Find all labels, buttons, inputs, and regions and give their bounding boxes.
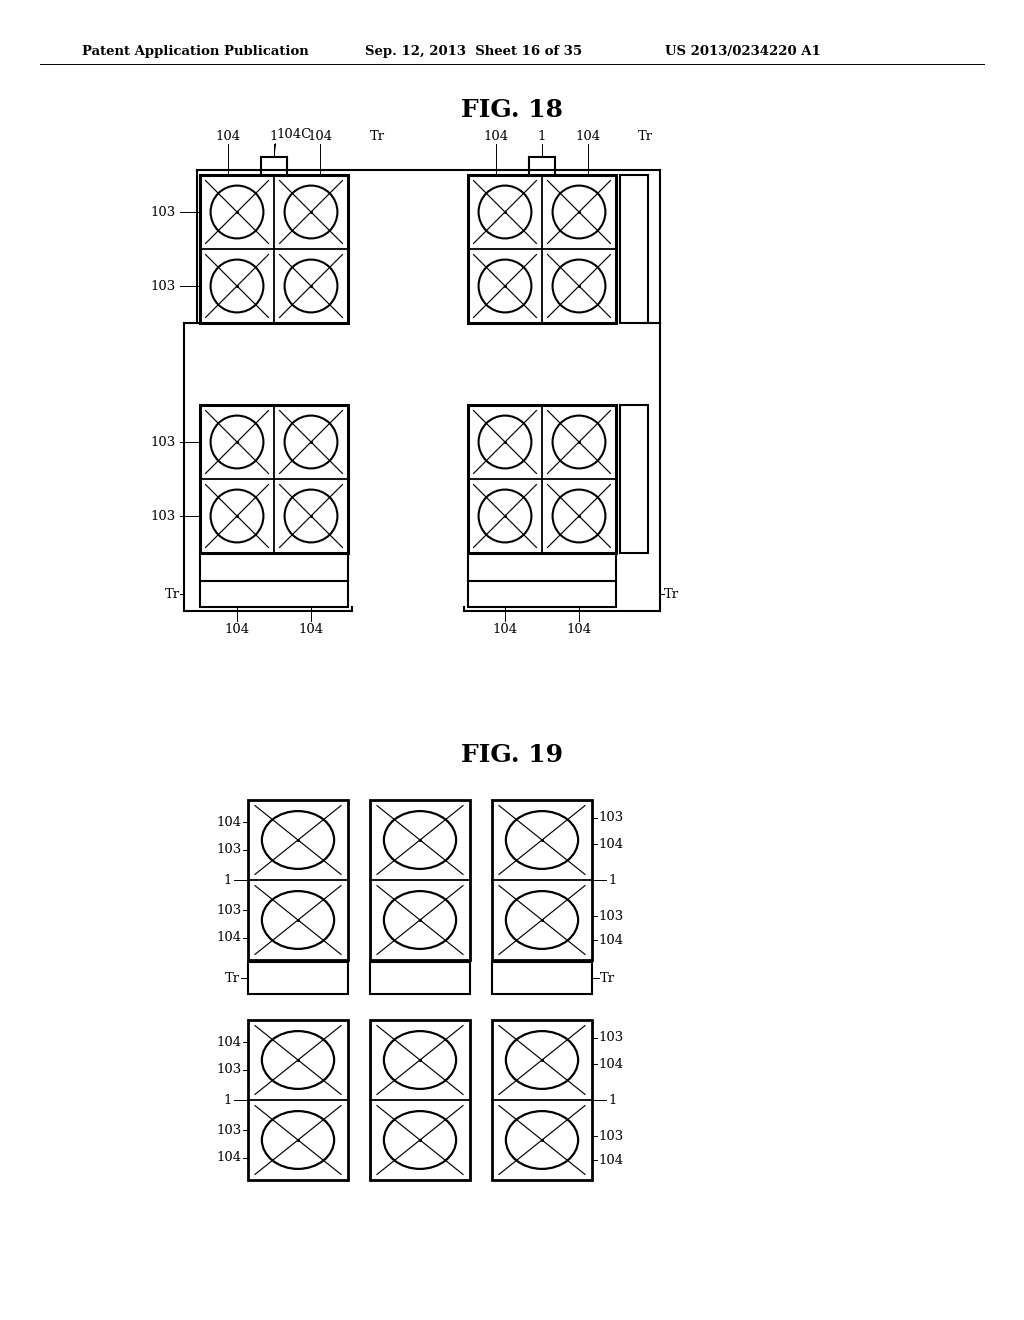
Text: 104: 104: [217, 931, 242, 944]
Text: 103: 103: [217, 1063, 242, 1076]
Text: 104: 104: [216, 129, 241, 143]
Bar: [468, 176, 616, 323]
Text: 103: 103: [598, 1031, 624, 1044]
Bar: [200, 176, 348, 323]
Bar: [492, 962, 592, 994]
Text: Tr: Tr: [165, 587, 180, 601]
Text: 1: 1: [608, 874, 616, 887]
Text: FIG. 18: FIG. 18: [461, 98, 563, 121]
Text: US 2013/0234220 A1: US 2013/0234220 A1: [665, 45, 821, 58]
Text: Tr: Tr: [638, 129, 653, 143]
Text: 103: 103: [151, 280, 176, 293]
Text: 104: 104: [217, 816, 242, 829]
Text: 104C: 104C: [276, 128, 311, 141]
Text: 104: 104: [224, 623, 250, 636]
Bar: [248, 962, 348, 994]
Text: 104: 104: [598, 1057, 624, 1071]
Bar: [468, 581, 616, 607]
Text: Tr: Tr: [225, 972, 240, 985]
Text: 103: 103: [217, 1123, 242, 1137]
Text: 104: 104: [298, 623, 324, 636]
Text: FIG. 19: FIG. 19: [461, 743, 563, 767]
Bar: [620, 176, 648, 323]
Bar: [248, 1020, 348, 1180]
Text: 1: 1: [538, 129, 546, 143]
Text: 103: 103: [598, 810, 624, 824]
Text: 104: 104: [598, 837, 624, 850]
Text: 104: 104: [598, 1154, 624, 1167]
Text: 103: 103: [151, 206, 176, 219]
Text: 103: 103: [598, 1130, 624, 1143]
Text: 104: 104: [566, 623, 592, 636]
Text: 103: 103: [217, 843, 242, 857]
Text: 104: 104: [598, 933, 624, 946]
Text: 1: 1: [223, 1093, 232, 1106]
Bar: [248, 800, 348, 960]
Text: 1: 1: [269, 129, 279, 143]
Bar: [370, 800, 470, 960]
Bar: [492, 1020, 592, 1180]
Text: 104: 104: [483, 129, 509, 143]
Bar: [370, 962, 470, 994]
Text: Tr: Tr: [370, 129, 385, 143]
Text: Tr: Tr: [600, 972, 615, 985]
Bar: [370, 1020, 470, 1180]
Text: 1: 1: [223, 874, 232, 887]
Text: 103: 103: [151, 436, 176, 449]
Text: 104: 104: [217, 1036, 242, 1049]
Text: 104: 104: [307, 129, 333, 143]
Bar: [620, 405, 648, 553]
Text: 103: 103: [217, 904, 242, 917]
Bar: [200, 581, 348, 607]
Text: 103: 103: [151, 510, 176, 523]
Text: Tr: Tr: [664, 587, 679, 601]
Bar: [200, 405, 348, 553]
Text: 104: 104: [217, 1151, 242, 1164]
Text: Sep. 12, 2013  Sheet 16 of 35: Sep. 12, 2013 Sheet 16 of 35: [365, 45, 582, 58]
Text: 1: 1: [608, 1093, 616, 1106]
Text: 104: 104: [493, 623, 517, 636]
Text: Patent Application Publication: Patent Application Publication: [82, 45, 309, 58]
Text: 103: 103: [598, 909, 624, 923]
Bar: [492, 800, 592, 960]
Bar: [468, 405, 616, 553]
Text: 104: 104: [575, 129, 600, 143]
